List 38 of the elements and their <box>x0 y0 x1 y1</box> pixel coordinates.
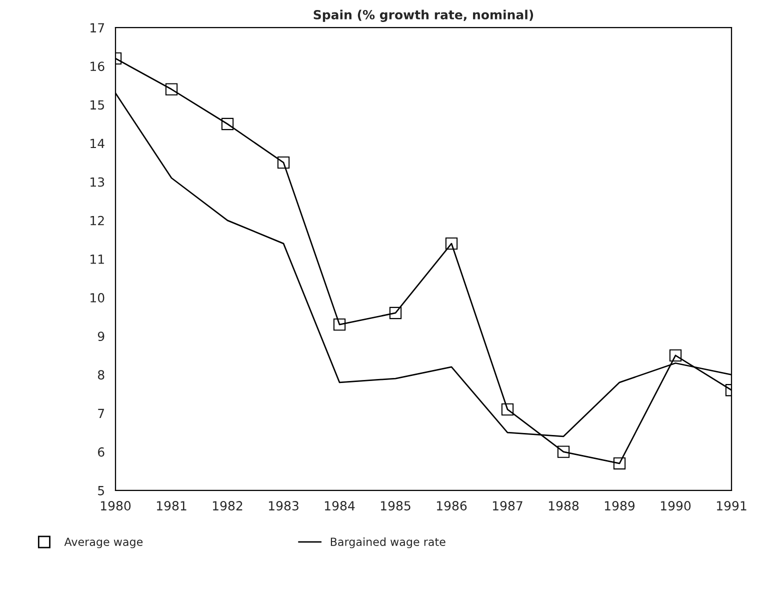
point <box>277 156 290 169</box>
point <box>445 237 458 250</box>
x-tick-label: 1982 <box>212 501 242 510</box>
point <box>613 457 626 470</box>
x-tick-label: 1991 <box>716 501 746 510</box>
y-tick-label: 8 <box>98 370 104 380</box>
point <box>501 403 514 416</box>
chart-title: Spain (% growth rate, nominal) <box>314 10 534 22</box>
y-tick-label: 6 <box>98 447 104 457</box>
y-tick-label: 11 <box>90 254 104 264</box>
x-tick-label: 1987 <box>492 501 522 510</box>
legend-label: Average wage <box>64 538 143 548</box>
y-tick-label: 15 <box>90 100 104 110</box>
point <box>165 83 178 96</box>
x-tick-label: 1989 <box>604 501 635 510</box>
point <box>221 118 234 130</box>
point <box>669 349 682 362</box>
x-tick-label: 1988 <box>548 501 579 510</box>
legend-label: Bargained wage rate <box>330 537 446 548</box>
y-tick-label: 10 <box>90 293 104 302</box>
x-tick-label: 1983 <box>268 501 298 510</box>
y-tick-label: 14 <box>90 138 104 148</box>
y-tick-label: 13 <box>90 177 104 187</box>
y-tick-label: 5 <box>98 486 104 496</box>
y-tick-label: 9 <box>98 332 104 342</box>
x-tick-label: 1985 <box>380 501 410 510</box>
x-tick-label: 1990 <box>660 501 691 510</box>
x-tick-label: 1980 <box>100 501 131 510</box>
point <box>557 446 570 458</box>
x-tick-label: 1986 <box>436 501 467 510</box>
point <box>333 318 346 331</box>
x-tick-label: 1984 <box>324 501 355 510</box>
point <box>389 306 402 320</box>
y-tick-label: 16 <box>90 62 104 72</box>
y-tick-label: 7 <box>98 408 104 418</box>
x-tick-label: 1981 <box>156 501 186 510</box>
y-tick-label: 12 <box>90 216 104 226</box>
y-tick-label: 17 <box>90 23 104 32</box>
